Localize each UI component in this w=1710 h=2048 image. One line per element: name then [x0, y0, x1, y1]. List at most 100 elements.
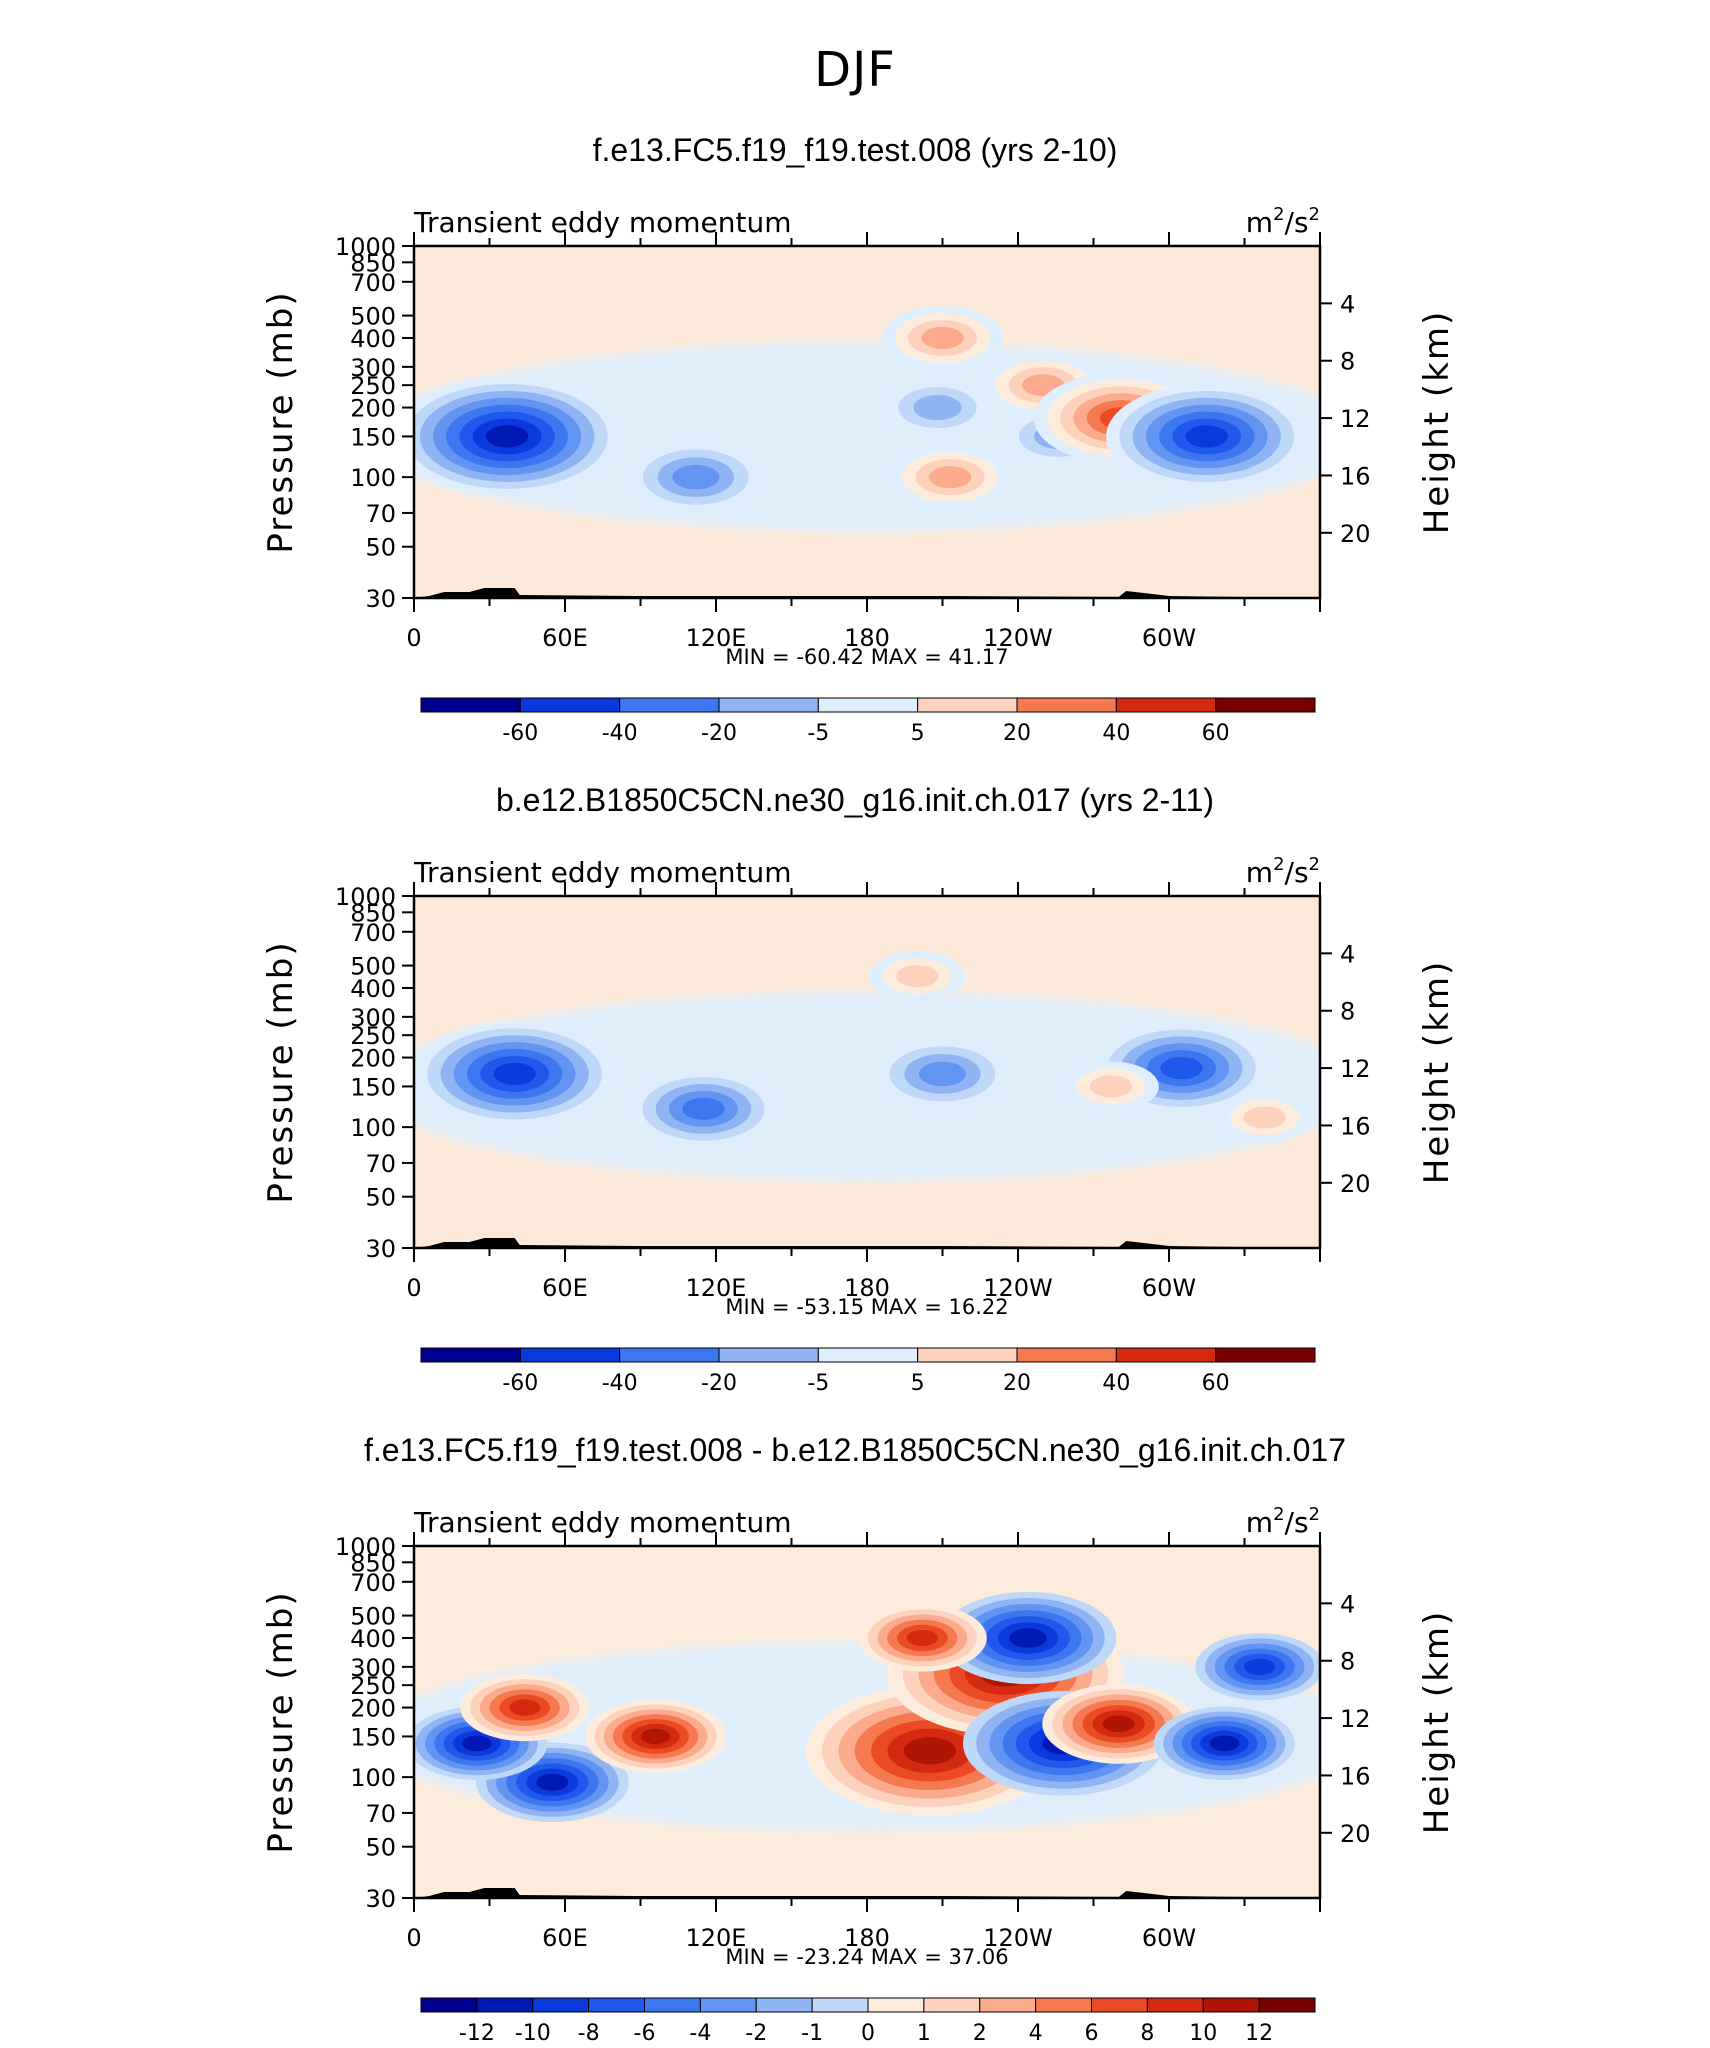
colorbar-label: -4 — [689, 2021, 711, 2046]
contour-feature-9 — [1153, 1706, 1295, 1781]
axes-ticks — [402, 1532, 1332, 1912]
colorbar-box — [867, 1997, 925, 2013]
pressure-tick-label: 300 — [350, 354, 396, 382]
longitude-tick-label: 180 — [844, 1924, 890, 1952]
pressure-tick-label: 300 — [350, 1654, 396, 1682]
colorbar-label: 2 — [973, 2021, 987, 2046]
longitude-tick-label: 120W — [983, 1924, 1053, 1952]
colorbar-label: -2 — [745, 2021, 767, 2046]
colorbar-label: -20 — [701, 721, 737, 746]
height-tick-label: 12 — [1340, 405, 1371, 433]
colorbar-box — [1035, 1997, 1092, 2013]
contour-field — [414, 951, 1320, 1182]
colorbar — [420, 697, 1316, 713]
min-max-label: MIN = -60.42 MAX = 41.17 — [725, 645, 1008, 669]
pressure-tick-label: 700 — [350, 1569, 396, 1597]
min-max-label: MIN = -23.24 MAX = 37.06 — [725, 1945, 1008, 1969]
panel-2: b.e12.B1850C5CN.ne30_g16.init.ch.017 (yr… — [0, 778, 1710, 1398]
pressure-tick-label: 200 — [350, 1695, 396, 1723]
height-tick-label: 4 — [1340, 940, 1355, 968]
colorbar-box — [619, 697, 720, 713]
pressure-tick-label: 100 — [350, 464, 396, 492]
colorbar-box — [817, 697, 919, 713]
longitude-tick-label: 120W — [983, 1274, 1053, 1302]
panel-title: f.e13.FC5.f19_f19.test.008 - b.e12.B1850… — [363, 1432, 1346, 1468]
colorbar-label: 60 — [1202, 721, 1230, 746]
height-tick-label: 4 — [1340, 1590, 1355, 1618]
colorbar-box — [817, 1347, 919, 1363]
panel-title: f.e13.FC5.f19_f19.test.008 (yrs 2-10) — [592, 132, 1118, 168]
pressure-tick-label: 250 — [350, 1672, 396, 1700]
colorbar-label: 1 — [917, 2021, 931, 2046]
colorbar-label: -12 — [459, 2021, 495, 2046]
pressure-tick-label: 850 — [350, 899, 396, 927]
pressure-tick-label: 50 — [365, 1834, 396, 1862]
colorbar-box — [588, 1997, 645, 2013]
pressure-tick-label: 500 — [350, 1603, 396, 1631]
colorbar-box — [1202, 1997, 1260, 2013]
colorbar-label: -40 — [602, 721, 638, 746]
colorbar-box — [420, 1347, 521, 1363]
colorbar-label: -5 — [807, 1371, 829, 1396]
longitude-tick-label: 60W — [1142, 1274, 1196, 1302]
pressure-tick-label: 200 — [350, 395, 396, 423]
pressure-tick-label: 850 — [350, 249, 396, 277]
colorbar-box — [1016, 1347, 1117, 1363]
pressure-tick-label: 400 — [350, 975, 396, 1003]
contour-feature-11 — [857, 1604, 987, 1672]
colorbar-label: -8 — [578, 2021, 600, 2046]
contour-feature-1 — [628, 441, 764, 513]
longitude-tick-label: 0 — [406, 624, 421, 652]
longitude-tick-label: 60E — [542, 1274, 588, 1302]
variable-label: Transient eddy momentum — [413, 206, 792, 239]
pressure-tick-label: 100 — [350, 1114, 396, 1142]
colorbar-box — [1091, 1997, 1148, 2013]
pressure-tick-label: 70 — [365, 1150, 396, 1178]
colorbar-box — [1146, 1997, 1204, 2013]
colorbar-label: 60 — [1202, 1371, 1230, 1396]
colorbar-box — [718, 1347, 819, 1363]
longitude-tick-label: 180 — [844, 1274, 890, 1302]
longitude-tick-label: 120E — [686, 1924, 747, 1952]
colorbar-box — [917, 697, 1018, 713]
height-tick-label: 20 — [1340, 520, 1371, 548]
contour-feature-8 — [1042, 1684, 1196, 1764]
colorbar-label: -60 — [502, 1371, 538, 1396]
height-tick-label: 16 — [1340, 1762, 1371, 1790]
panel-1: f.e13.FC5.f19_f19.test.008 (yrs 2-10) Tra… — [0, 128, 1710, 748]
contour-feature-10 — [1195, 1633, 1320, 1701]
colorbar-box — [1258, 1997, 1316, 2013]
left-axis-title: Pressure (mb) — [261, 1590, 301, 1853]
colorbar-label: 12 — [1245, 2021, 1273, 2046]
colorbar-box — [923, 1997, 981, 2013]
colorbar-label: 0 — [861, 2021, 875, 2046]
colorbar-box — [979, 1997, 1037, 2013]
longitude-tick-label: 60W — [1142, 624, 1196, 652]
pressure-tick-label: 70 — [365, 500, 396, 528]
pressure-tick-label: 150 — [350, 1723, 396, 1751]
pressure-tick-label: 850 — [350, 1549, 396, 1577]
contour-feature-2 — [874, 1038, 1011, 1110]
contour-field — [414, 1591, 1320, 1832]
contour-feature-6 — [1216, 1092, 1313, 1143]
height-tick-label: 12 — [1340, 1055, 1371, 1083]
background-band — [414, 991, 1320, 1182]
longitude-tick-label: 120W — [983, 624, 1053, 652]
height-tick-label: 16 — [1340, 1112, 1371, 1140]
pressure-tick-label: 200 — [350, 1045, 396, 1073]
pressure-tick-label: 400 — [350, 325, 396, 353]
right-axis-title: Height (km) — [1417, 1610, 1457, 1835]
colorbar-label: -1 — [801, 2021, 823, 2046]
pressure-tick-label: 30 — [365, 1235, 396, 1263]
panel-title: b.e12.B1850C5CN.ne30_g16.init.ch.017 (yr… — [495, 782, 1215, 818]
colorbar-box — [476, 1997, 534, 2013]
height-tick-label: 8 — [1340, 1648, 1355, 1676]
left-axis-title: Pressure (mb) — [261, 290, 301, 553]
colorbar-label: -5 — [807, 721, 829, 746]
colorbar-box — [619, 1347, 720, 1363]
colorbar-label: 5 — [911, 1371, 925, 1396]
right-axis-title: Height (km) — [1417, 960, 1457, 1185]
height-tick-label: 16 — [1340, 462, 1371, 490]
colorbar-box — [1215, 1347, 1316, 1363]
colorbar-box — [420, 697, 521, 713]
